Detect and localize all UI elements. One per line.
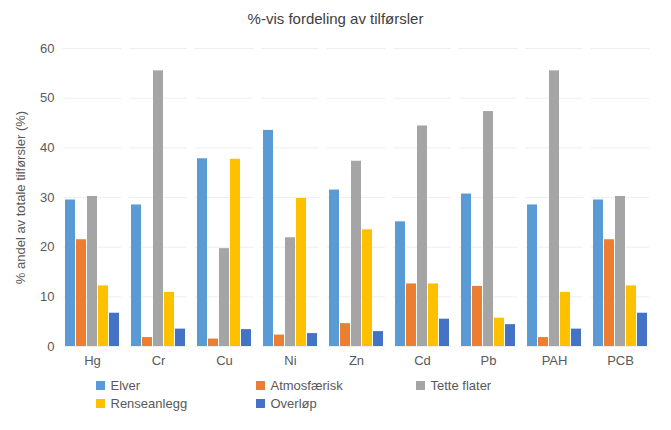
svg-text:30: 30 bbox=[40, 190, 54, 205]
html-text:Tette flater: Tette flater bbox=[430, 377, 492, 393]
svg-text:50: 50 bbox=[40, 90, 54, 105]
svg-text:Zn: Zn bbox=[349, 353, 364, 368]
svg-text:Ni: Ni bbox=[284, 353, 296, 368]
svg-text:40: 40 bbox=[40, 140, 54, 155]
svg-text:0: 0 bbox=[47, 339, 54, 354]
html-text:%-vis fordeling av tilførsler: %-vis fordeling av tilførsler bbox=[247, 10, 424, 27]
svg-text:Cr: Cr bbox=[152, 353, 166, 368]
svg-text:20: 20 bbox=[40, 239, 54, 254]
html-text:Atmosfærisk: Atmosfærisk bbox=[270, 377, 343, 393]
svg-text:PAH: PAH bbox=[542, 353, 568, 368]
svg-text:Hg: Hg bbox=[84, 353, 101, 368]
svg-text:Cu: Cu bbox=[216, 353, 233, 368]
html-text:Overløp: Overløp bbox=[270, 395, 317, 411]
html-text:Elver: Elver bbox=[110, 377, 141, 393]
svg-text:60: 60 bbox=[40, 41, 54, 56]
svg-text:Pb: Pb bbox=[481, 353, 497, 368]
svg-text:Cd: Cd bbox=[414, 353, 431, 368]
html-text:Renseanlegg: Renseanlegg bbox=[110, 395, 188, 411]
svg-text:% andel av totale tilførsler (: % andel av totale tilførsler (%) bbox=[13, 111, 28, 284]
svg-text:10: 10 bbox=[40, 289, 54, 304]
svg-text:PCB: PCB bbox=[607, 353, 634, 368]
